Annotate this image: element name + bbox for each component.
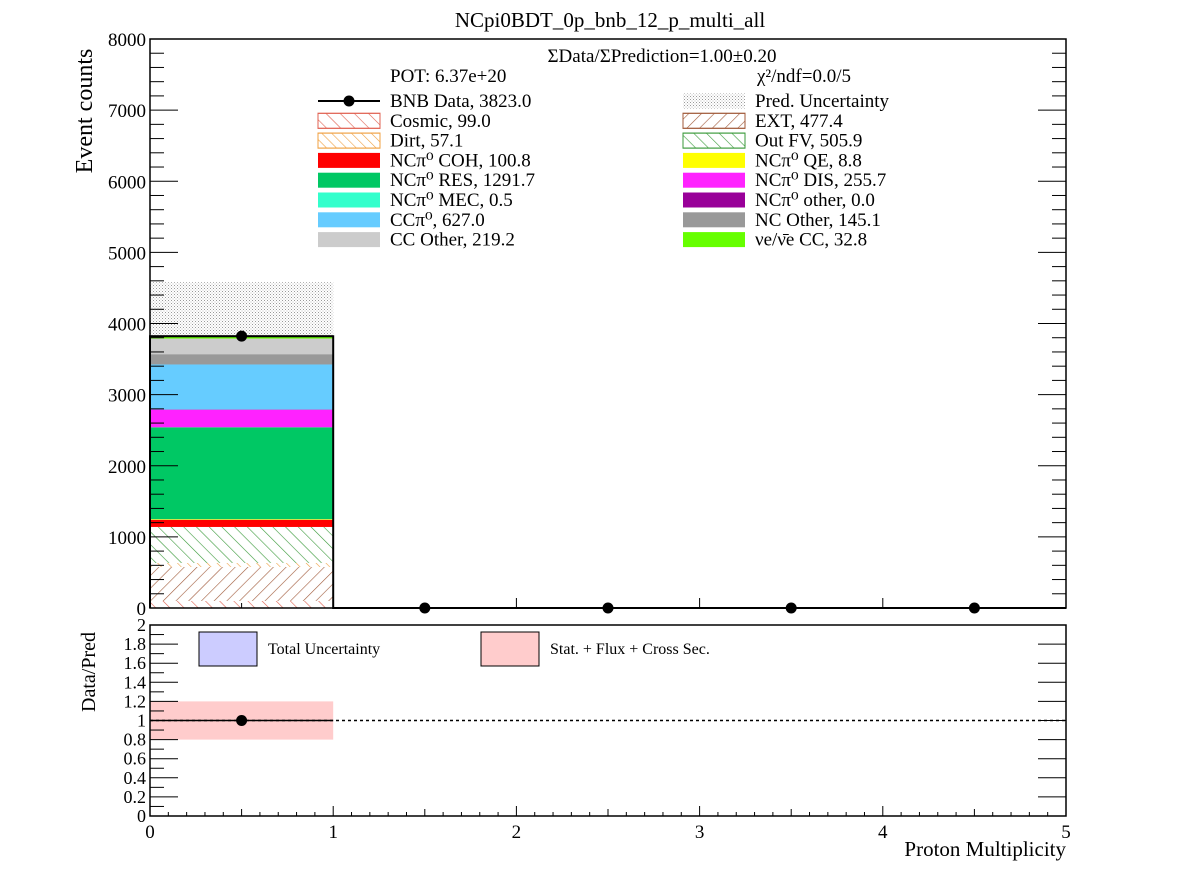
ratio-y-tick-label: 1.2 xyxy=(124,691,147,711)
legend-label-data: BNB Data, 3823.0 xyxy=(390,91,531,112)
legend-label-cosmic: Cosmic, 99.0 xyxy=(390,111,491,132)
ratio-y-tick-label: 0.2 xyxy=(124,787,147,807)
y-tick-label: 8000 xyxy=(108,30,146,51)
legend-label-ccother: CC Other, 219.2 xyxy=(390,230,515,251)
legend-swatch-nue xyxy=(683,232,745,248)
stack-bar-mec xyxy=(150,409,334,410)
stack-bar-ccother xyxy=(150,338,334,355)
ratio-legend-label-stat: Stat. + Flux + Cross Sec. xyxy=(550,641,710,658)
data-point xyxy=(236,330,248,342)
x-tick-label: 4 xyxy=(878,822,888,843)
pot-annotation: POT: 6.37e+20 xyxy=(390,66,506,87)
ratio-y-axis-label: Data/Pred xyxy=(78,632,100,712)
ratio-point xyxy=(236,715,248,726)
y-tick-label: 6000 xyxy=(108,172,146,193)
legend-swatch-ncother xyxy=(683,212,745,228)
legend-swatch-cosmic xyxy=(317,112,381,129)
legend-swatch-unc xyxy=(683,93,745,109)
stack-bar-coh xyxy=(150,519,334,527)
chart-title: NCpi0BDT_0p_bnb_12_p_multi_all xyxy=(455,8,766,32)
y-axis-label: Event counts xyxy=(72,49,98,174)
legend-label-dis: NCπ⁰ DIS, 255.7 xyxy=(755,170,886,191)
legend-label-ccpi0: CCπ⁰, 627.0 xyxy=(390,210,485,231)
legend-label-mec: NCπ⁰ MEC, 0.5 xyxy=(390,190,513,211)
stack-bar-dirt xyxy=(150,562,334,568)
legend-label-ncother: NC Other, 145.1 xyxy=(755,210,881,231)
stack-bar-ncother xyxy=(150,354,334,365)
x-tick-label: 1 xyxy=(328,822,338,843)
legend-label-ext: EXT, 477.4 xyxy=(755,111,843,132)
y-tick-label: 2000 xyxy=(108,457,146,478)
stack-bar-dis xyxy=(150,409,334,428)
ratio-y-tick-label: 1 xyxy=(137,711,146,731)
ratio-annotation: ΣData/ΣPrediction=1.00±0.20 xyxy=(547,46,776,67)
legend-swatch-qe xyxy=(683,152,745,168)
legend-swatch-dis xyxy=(683,172,745,188)
x-tick-label: 2 xyxy=(512,822,522,843)
ratio-legend-label-total: Total Uncertainty xyxy=(268,641,380,658)
legend-marker-data-point xyxy=(343,95,355,107)
stack-bar-ext xyxy=(150,567,334,601)
y-tick-label: 4000 xyxy=(108,315,146,336)
ratio-y-tick-label: 0.6 xyxy=(124,749,147,769)
x-tick-label: 3 xyxy=(695,822,705,843)
legend-swatch-dirt xyxy=(317,132,381,149)
ratio-y-tick-label: 1.8 xyxy=(124,634,147,654)
x-tick-label: 5 xyxy=(1061,822,1071,843)
legend-swatch-res xyxy=(318,172,380,188)
stack-bar-outfv xyxy=(150,526,334,563)
y-tick-label: 3000 xyxy=(108,386,146,407)
ratio-y-tick-label: 0.8 xyxy=(124,730,147,750)
ratio-plot: Total Uncertainty Stat. + Flux + Cross Se… xyxy=(124,615,1071,843)
y-tick-label: 1000 xyxy=(108,528,146,549)
y-tick-label: 0 xyxy=(137,599,147,620)
legend-swatch-coh xyxy=(318,152,380,168)
x-axis-label: Proton Multiplicity xyxy=(904,837,1066,861)
ratio-y-tick-label: 2 xyxy=(137,615,146,635)
stack-bar-res xyxy=(150,427,334,520)
legend-label-nue: νe/ν̄e CC, 32.8 xyxy=(755,230,867,251)
main-legend: BNB Data, 3823.0 Pred. Uncertainty Cosmic,… xyxy=(317,91,890,251)
legend-swatch-other xyxy=(683,192,745,208)
legend-label-other: NCπ⁰ other, 0.0 xyxy=(755,190,875,211)
y-tick-label: 7000 xyxy=(108,101,146,122)
legend-swatch-ccother xyxy=(318,232,380,248)
legend-label-dirt: Dirt, 57.1 xyxy=(390,131,463,152)
legend-label-unc: Pred. Uncertainty xyxy=(755,91,890,112)
chi2-annotation: χ²/ndf=0.0/5 xyxy=(756,66,851,87)
legend-label-qe: NCπ⁰ QE, 8.8 xyxy=(755,150,862,171)
legend-label-res: NCπ⁰ RES, 1291.7 xyxy=(390,170,535,191)
legend-label-outfv: Out FV, 505.9 xyxy=(755,131,862,152)
ratio-y-tick-label: 0.4 xyxy=(124,768,147,788)
legend-swatch-ccpi0 xyxy=(318,212,380,228)
y-tick-label: 5000 xyxy=(108,243,146,264)
ratio-legend-swatch-total xyxy=(198,631,258,667)
stack-bar-qe xyxy=(150,519,334,520)
main-plot: 0 1000 2000 3000 4000 5000 6000 7000 8000 xyxy=(108,30,1067,620)
legend-swatch-outfv xyxy=(682,132,746,149)
ratio-y-tick-label: 1.6 xyxy=(124,653,147,673)
stack-bar-ccpi0 xyxy=(150,364,334,410)
legend-label-coh: NCπ⁰ COH, 100.8 xyxy=(390,150,531,171)
legend-swatch-ext xyxy=(682,112,746,129)
ratio-legend-swatch-stat xyxy=(480,631,540,667)
ratio-y-tick-label: 0 xyxy=(137,806,146,826)
x-tick-label: 0 xyxy=(145,822,155,843)
legend-swatch-mec xyxy=(318,192,380,208)
ratio-y-tick-label: 1.4 xyxy=(124,672,147,692)
